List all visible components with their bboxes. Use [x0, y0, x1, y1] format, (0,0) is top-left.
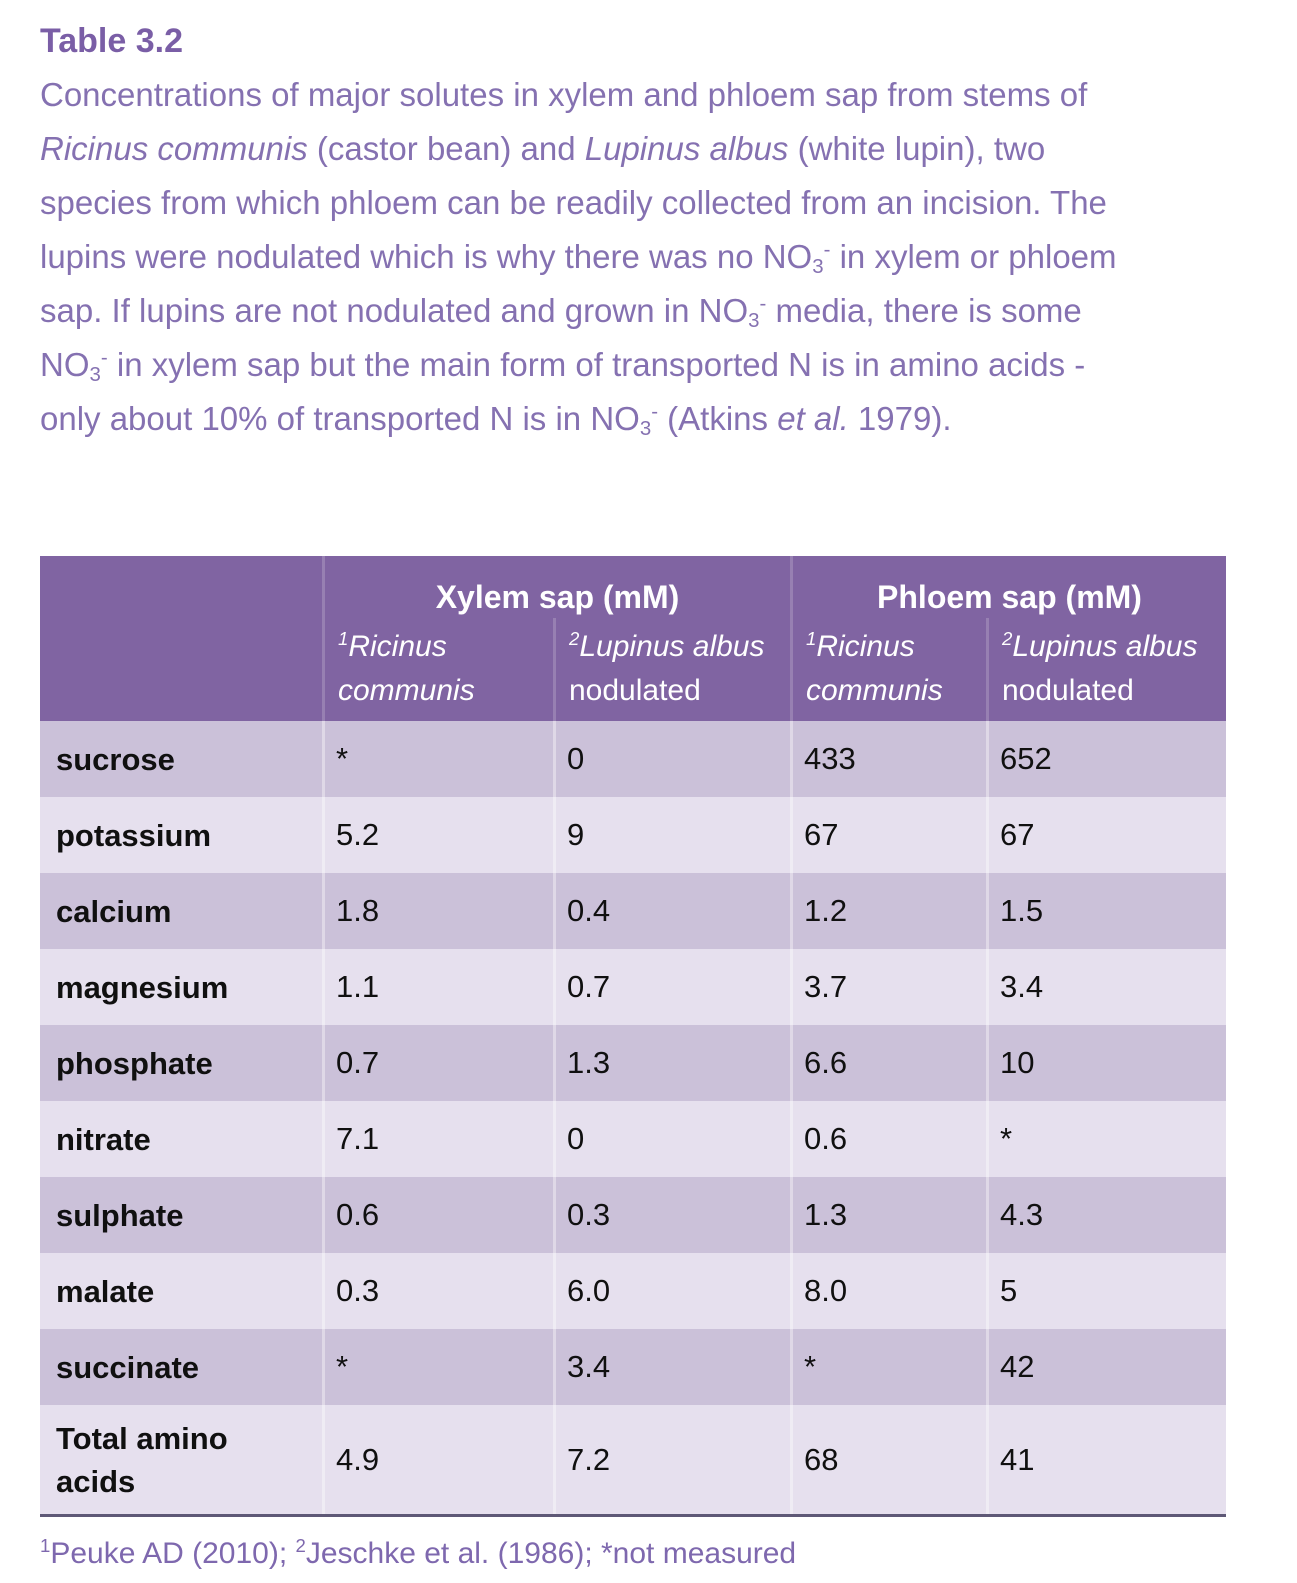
table-row-calcium: calcium 1.8 0.4 1.2 1.5 — [40, 873, 1226, 949]
table-footnote: 1Peuke AD (2010); 2Jeschke et al. (1986)… — [40, 1535, 797, 1570]
row-label: nitrate — [56, 1121, 151, 1157]
row-label: phosphate — [56, 1045, 213, 1081]
table-cell: 8.0 — [790, 1253, 986, 1329]
table-cell: 1.8 — [322, 873, 553, 949]
table-cell: 67 — [986, 797, 1226, 873]
row-label: malate — [56, 1273, 155, 1309]
table-cell: 5.2 — [322, 797, 553, 873]
column-header-xylem-ricinus: 1Ricinus communis — [322, 618, 553, 721]
column-header-phloem-lupinus: 2Lupinus albus nodulated — [986, 618, 1226, 721]
table-header: Xylem sap (mM) Phloem sap (mM) 1Ricinus … — [40, 556, 1226, 721]
table-row-phosphate: phosphate 0.7 1.3 6.6 10 — [40, 1025, 1226, 1101]
table-row-sucrose: sucrose * 0 433 652 — [40, 721, 1226, 797]
table-cell: 3.7 — [790, 949, 986, 1025]
table-cell: 0 — [553, 721, 790, 797]
table-cell: 0 — [553, 1101, 790, 1177]
table-cell: 6.0 — [553, 1253, 790, 1329]
table-cell: 67 — [790, 797, 986, 873]
table-cell: 1.3 — [790, 1177, 986, 1253]
table-cell: 0.4 — [553, 873, 790, 949]
table-cell: * — [986, 1101, 1226, 1177]
table-cell: 68 — [790, 1405, 986, 1514]
header-blank-cell — [40, 618, 322, 721]
table-row-succinate: succinate * 3.4 * 42 — [40, 1329, 1226, 1405]
table-cell: 0.3 — [553, 1177, 790, 1253]
row-label: sulphate — [56, 1197, 184, 1233]
table-cell: 0.3 — [322, 1253, 553, 1329]
table-cell: 433 — [790, 721, 986, 797]
row-label: magnesium — [56, 969, 229, 1005]
table-cell: 41 — [986, 1405, 1226, 1514]
table-row-total-amino-acids: Total amino acids 4.9 7.2 68 41 — [40, 1405, 1226, 1514]
table-cell: 0.6 — [790, 1101, 986, 1177]
table-cell: * — [322, 1329, 553, 1405]
paragraph-line: species from which phloem can be readily… — [40, 184, 1107, 221]
column-header-phloem-ricinus: 1Ricinus communis — [790, 618, 986, 721]
paragraph-line: NO3- in xylem sap but the main form of t… — [40, 346, 1086, 386]
paragraph-line: only about 10% of transported N is in NO… — [40, 400, 952, 440]
paragraph-line: Concentrations of major solutes in xylem… — [40, 76, 1088, 113]
table-cell: 3.4 — [986, 949, 1226, 1025]
table-cell: * — [322, 721, 553, 797]
table-cell: 42 — [986, 1329, 1226, 1405]
paragraph-line: Ricinus communis (castor bean) and Lupin… — [40, 130, 1046, 167]
table-cell: 652 — [986, 721, 1226, 797]
table-cell: 7.1 — [322, 1101, 553, 1177]
paragraph-line: sap. If lupins are not nodulated and gro… — [40, 292, 1082, 332]
row-label: sucrose — [56, 741, 175, 777]
column-header-xylem-lupinus: 2Lupinus albus nodulated — [553, 618, 790, 721]
table-cell: 5 — [986, 1253, 1226, 1329]
table-cell: 4.3 — [986, 1177, 1226, 1253]
table-cell: 0.6 — [322, 1177, 553, 1253]
group-header-xylem: Xylem sap (mM) — [322, 556, 790, 618]
group-header-phloem: Phloem sap (mM) — [790, 556, 1226, 618]
table-cell: 9 — [553, 797, 790, 873]
row-label: calcium — [56, 893, 172, 929]
table-row-nitrate: nitrate 7.1 0 0.6 * — [40, 1101, 1226, 1177]
header-blank-cell — [40, 556, 322, 618]
table-row-sulphate: sulphate 0.6 0.3 1.3 4.3 — [40, 1177, 1226, 1253]
page-title: Table 3.2 — [40, 22, 183, 60]
row-label: Total amino acids — [56, 1420, 228, 1499]
solutes-table: Xylem sap (mM) Phloem sap (mM) 1Ricinus … — [40, 556, 1226, 1517]
table-row-magnesium: magnesium 1.1 0.7 3.7 3.4 — [40, 949, 1226, 1025]
table-cell: 1.1 — [322, 949, 553, 1025]
table-cell: 7.2 — [553, 1405, 790, 1514]
intro-paragraph: Concentrations of major solutes in xylem… — [40, 68, 1266, 446]
table-cell: 3.4 — [553, 1329, 790, 1405]
table-cell: 0.7 — [553, 949, 790, 1025]
table-cell: 0.7 — [322, 1025, 553, 1101]
table-row-malate: malate 0.3 6.0 8.0 5 — [40, 1253, 1226, 1329]
table-cell: 10 — [986, 1025, 1226, 1101]
table-cell: 1.2 — [790, 873, 986, 949]
table-cell: 6.6 — [790, 1025, 986, 1101]
table-row-potassium: potassium 5.2 9 67 67 — [40, 797, 1226, 873]
table-cell: * — [790, 1329, 986, 1405]
row-label: potassium — [56, 817, 212, 853]
paragraph-line: lupins were nodulated which is why there… — [40, 238, 1117, 278]
table-cell: 1.3 — [553, 1025, 790, 1101]
table-cell: 4.9 — [322, 1405, 553, 1514]
row-label: succinate — [56, 1349, 200, 1385]
table-cell: 1.5 — [986, 873, 1226, 949]
